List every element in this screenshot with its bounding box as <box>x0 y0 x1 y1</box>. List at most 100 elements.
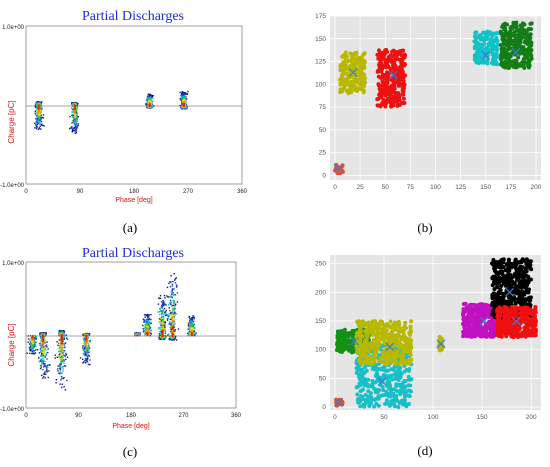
pd-point <box>146 333 149 335</box>
pd-point <box>163 329 166 331</box>
pd-point <box>60 342 62 345</box>
pd-point <box>60 356 63 358</box>
pd-point <box>35 124 37 126</box>
pd-point <box>171 283 174 285</box>
pd-point <box>173 326 175 329</box>
pd-point <box>61 337 64 339</box>
pd-point <box>165 304 167 306</box>
pd-point <box>44 356 46 358</box>
pd-point <box>167 315 169 318</box>
pd-point <box>36 126 38 128</box>
scatter-point <box>502 26 507 31</box>
pd-point <box>75 112 77 115</box>
scatter-point <box>472 53 477 58</box>
pd-point <box>42 117 44 119</box>
pd-point <box>168 282 170 285</box>
pd-point <box>74 122 77 125</box>
pd-point <box>174 322 176 325</box>
pd-point <box>173 288 175 290</box>
pd-point <box>71 122 73 124</box>
pd-point <box>39 365 42 367</box>
pd-point <box>146 320 148 323</box>
pd-point <box>146 99 148 101</box>
pd-point <box>148 318 150 321</box>
pd-point <box>169 322 171 324</box>
pd-point <box>182 91 184 94</box>
pd-point <box>145 329 147 332</box>
scatter-point <box>513 39 518 44</box>
pd-point <box>71 128 74 130</box>
pd-point <box>142 324 144 327</box>
pd-point <box>60 337 63 340</box>
pd-point <box>185 105 187 108</box>
pd-point <box>85 346 87 349</box>
pd-point <box>184 101 187 104</box>
scatter-point <box>400 92 405 97</box>
pd-point <box>150 95 153 98</box>
pd-point <box>174 307 176 310</box>
scatter-point <box>491 61 496 66</box>
pd-point <box>43 372 46 374</box>
pd-point <box>42 368 44 371</box>
pd-point <box>88 351 90 354</box>
pd-point <box>40 114 42 117</box>
pd-point <box>148 317 150 320</box>
pd-point <box>171 288 174 291</box>
pd-point <box>31 337 33 339</box>
pd-point <box>30 337 32 340</box>
pd-point <box>41 362 43 365</box>
pd-point <box>82 361 85 363</box>
pd-point <box>48 364 50 366</box>
pd-point <box>60 332 63 334</box>
pd-point <box>161 304 163 306</box>
pd-point <box>72 105 74 107</box>
scatter-point <box>520 30 525 35</box>
pd-point <box>60 339 62 341</box>
pd-point <box>162 331 164 333</box>
pd-point <box>45 366 47 368</box>
pd-point <box>41 116 43 119</box>
scatter-point <box>355 80 360 85</box>
pd-point <box>47 376 49 379</box>
scatter-point <box>346 58 351 63</box>
panel-b-xtick: 125 <box>455 184 466 191</box>
scatter-point <box>342 86 347 91</box>
pd-point <box>44 350 46 352</box>
pd-point <box>75 128 77 131</box>
scatter-point <box>395 91 400 96</box>
pd-point <box>64 355 67 357</box>
pd-point <box>36 123 39 125</box>
pd-point <box>169 318 171 321</box>
pd-point <box>48 370 50 372</box>
pd-point <box>46 364 49 367</box>
scatter-point <box>394 56 399 61</box>
pd-point <box>59 367 61 370</box>
pd-point <box>63 334 65 337</box>
pd-point <box>60 344 62 346</box>
scatter-point <box>393 99 398 104</box>
pd-point <box>63 338 65 341</box>
pd-point <box>41 123 43 125</box>
panel-a-xticks: 0 90 180 270 360 <box>24 189 247 195</box>
pd-point <box>173 323 175 326</box>
scatter-point <box>360 61 365 66</box>
pd-point <box>147 96 149 99</box>
panel-a-pd-cluster <box>34 105 45 131</box>
pd-point <box>151 101 153 103</box>
pd-point <box>151 96 154 98</box>
pd-point <box>59 352 61 355</box>
pd-point <box>144 316 146 318</box>
scatter-point <box>519 50 524 55</box>
pd-point <box>74 108 76 110</box>
pd-point <box>61 348 63 350</box>
scatter-point <box>393 94 398 99</box>
pd-point <box>77 116 80 118</box>
pd-point <box>75 111 78 113</box>
pd-point <box>179 104 181 107</box>
pd-point <box>169 296 172 298</box>
pd-point <box>169 302 172 305</box>
pd-point <box>149 105 151 107</box>
pd-point <box>59 372 61 375</box>
pd-point <box>63 362 65 364</box>
pd-point <box>38 117 40 120</box>
